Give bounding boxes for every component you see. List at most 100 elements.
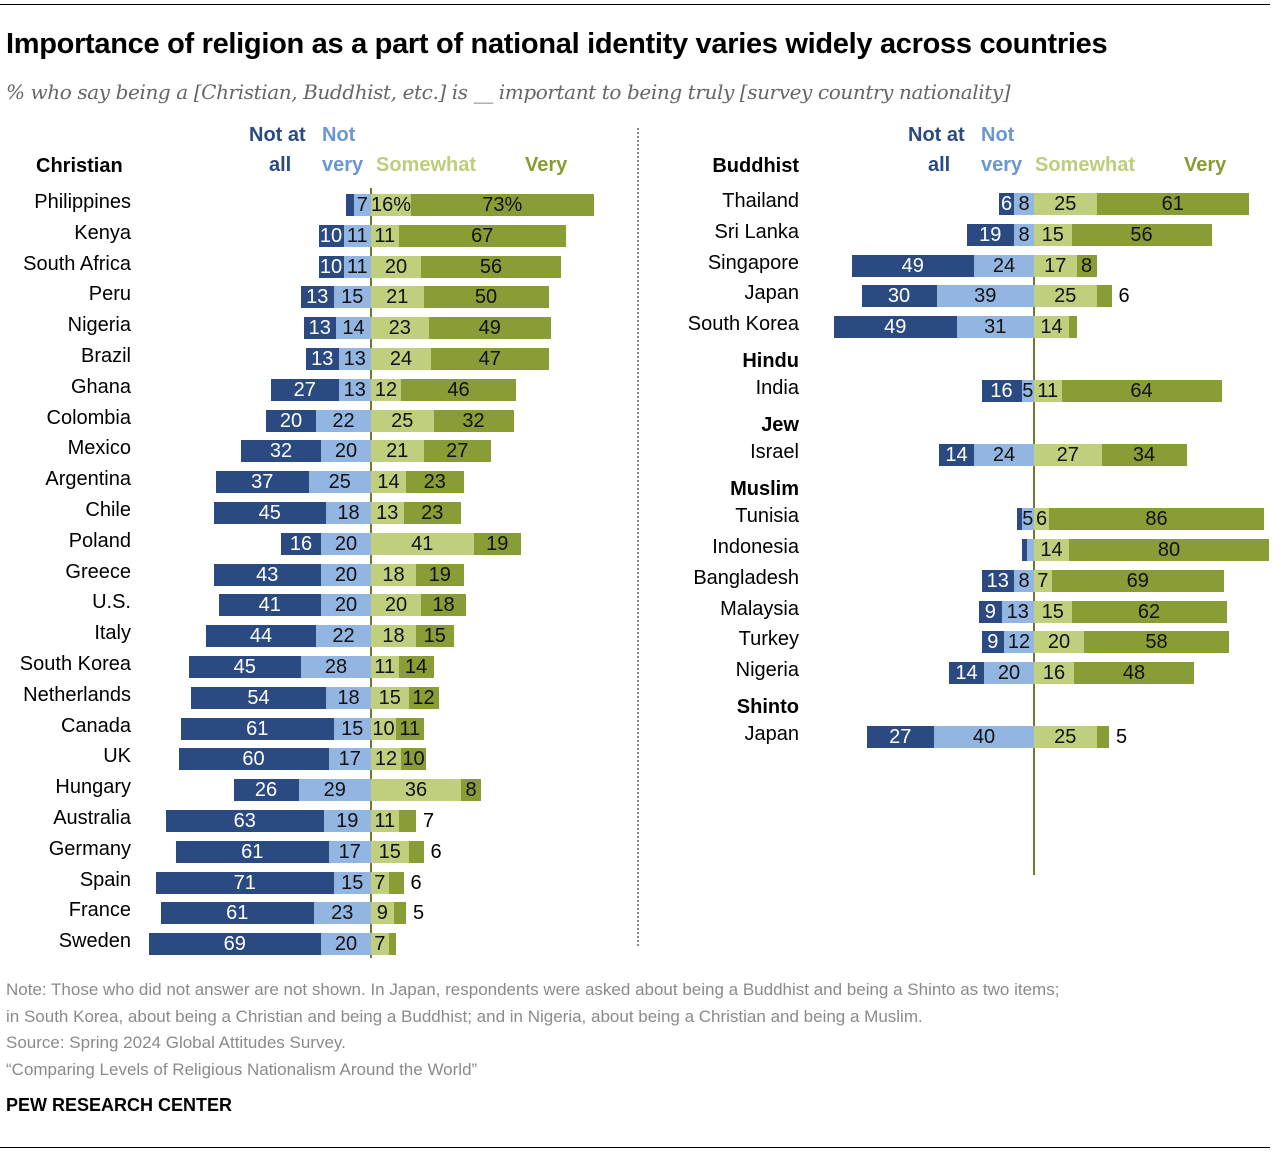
bar-segment-not-very: 12 <box>1004 631 1034 654</box>
bar-segment-not-at-all: 16 <box>981 380 1022 403</box>
bar-segment-not-at-all: 61 <box>181 717 334 740</box>
legend-not-at-all-line2: all <box>269 154 292 176</box>
country-label: U.S. <box>92 591 131 614</box>
data-label-very: 7 <box>423 810 435 832</box>
bar-segment-not-very: 22 <box>316 625 371 648</box>
country-label: Kenya <box>74 221 131 244</box>
bar-segment-not-at-all: 13 <box>303 317 336 340</box>
bar-segment-somewhat: 11 <box>371 810 399 832</box>
bar-segment-somewhat: 20 <box>1034 631 1084 654</box>
bar-segment-very: 23 <box>403 502 461 524</box>
bar-segment-not-at-all: 16 <box>281 532 321 555</box>
country-label: South Korea <box>687 313 799 336</box>
bar-segment-not-very: 28 <box>301 656 371 678</box>
bar-segment-not-at-all <box>1016 508 1022 531</box>
bar-segment-very: 8 <box>1076 254 1097 277</box>
bar-segment-not-very: 17 <box>328 748 371 771</box>
country-label: Hungary <box>55 776 131 799</box>
bar-segment-very: 58 <box>1084 631 1229 654</box>
data-label-very: 5 <box>413 902 425 925</box>
bar-segment-not-at-all: 14 <box>939 444 974 467</box>
bar-segment-somewhat: 7 <box>371 871 389 894</box>
bar-segment-not-at-all: 60 <box>178 748 329 771</box>
bar-segment-somewhat: 20 <box>371 255 421 278</box>
bar-segment-somewhat: 21 <box>371 440 424 463</box>
bar-segment-somewhat: 27 <box>1034 444 1102 467</box>
bar-segment-not-very: 39 <box>936 285 1034 308</box>
bar-segment-very: 80 <box>1069 539 1269 561</box>
bar-segment-somewhat: 25 <box>1034 285 1097 308</box>
bar-segment-not-very: 20 <box>984 662 1034 685</box>
bar-segment-not-very: 19 <box>323 810 371 832</box>
bar-segment-very <box>398 810 416 832</box>
bar-segment-very: 49 <box>428 317 551 340</box>
bar-segment-somewhat: 10 <box>371 717 396 740</box>
bar-segment-somewhat: 14 <box>1034 316 1069 339</box>
bar-segment-very: 23 <box>406 471 464 494</box>
bar-segment-not-very: 11 <box>343 224 371 247</box>
top-rule <box>0 4 1270 5</box>
bar-segment-not-at-all: 9 <box>981 631 1004 654</box>
bar-segment-somewhat: 12 <box>371 748 401 771</box>
bar-segment-very <box>393 902 406 925</box>
country-label: Colombia <box>46 406 131 429</box>
bar-segment-somewhat: 18 <box>371 563 416 586</box>
chart-title: Importance of religion as a part of nati… <box>6 28 1108 60</box>
bar-segment-not-very: 8 <box>1014 223 1034 246</box>
bar-segment-not-at-all: 71 <box>156 871 334 894</box>
country-label: Brazil <box>80 345 131 367</box>
bar-segment-not-at-all: 27 <box>271 378 339 401</box>
country-label: Bangladesh <box>693 566 799 589</box>
bar-segment-very <box>388 871 404 894</box>
bar-segment-very <box>1096 726 1109 749</box>
country-label: Italy <box>94 622 131 645</box>
bar-segment-somewhat: 18 <box>371 625 416 648</box>
bar-segment-very <box>1096 285 1112 308</box>
bar-segment-not-at-all: 37 <box>216 471 309 494</box>
bar-segment-very: 56 <box>421 255 561 278</box>
bar-segment-not-very: 13 <box>338 348 371 370</box>
country-label: Greece <box>65 560 131 583</box>
bar-segment-somewhat: 7 <box>371 933 389 956</box>
country-label: Nigeria <box>67 314 131 337</box>
bar-segment-not-very: 15 <box>333 871 371 894</box>
group-header-christian: Christian <box>36 155 123 177</box>
bar-segment-somewhat: 23 <box>371 317 429 340</box>
bar-segment-not-at-all: 19 <box>966 223 1014 246</box>
bar-segment-not-at-all: 69 <box>148 933 321 956</box>
bar-segment-somewhat: 25 <box>1034 193 1097 215</box>
legend-not-very-line2: very <box>322 154 364 176</box>
bar-segment-somewhat: 25 <box>371 409 434 432</box>
bar-segment-somewhat: 15 <box>371 686 409 709</box>
country-label: Germany <box>48 837 131 860</box>
bar-segment-somewhat: 14 <box>1034 539 1069 561</box>
bar-segment-not-very <box>1026 539 1034 561</box>
bar-segment-somewhat: 6 <box>1034 508 1049 531</box>
legend-very-right: Very <box>1184 154 1227 176</box>
bar-segment-not-at-all: 13 <box>306 348 339 370</box>
bar-segment-not-at-all: 26 <box>233 779 299 802</box>
legend-somewhat: Somewhat <box>376 154 477 176</box>
bar-segment-very: 48 <box>1074 662 1194 685</box>
bar-segment-not-at-all: 54 <box>191 686 326 709</box>
bar-segment-somewhat: 17 <box>1034 254 1077 277</box>
country-label: UK <box>103 745 131 768</box>
bar-segment-very: 19 <box>416 563 464 586</box>
bar-segment-not-very: 22 <box>316 409 371 432</box>
country-label: Netherlands <box>23 683 131 706</box>
bar-segment-not-very: 13 <box>1001 600 1034 623</box>
bar-segment-not-very: 5 <box>1021 508 1034 531</box>
bar-segment-not-at-all <box>346 194 354 216</box>
bar-segment-not-very: 29 <box>298 779 371 802</box>
legend-very: Very <box>525 154 568 176</box>
bar-segment-not-at-all: 13 <box>981 569 1014 592</box>
country-label: Japan <box>744 723 800 746</box>
group-header-hindu: Hindu <box>742 350 799 373</box>
country-label: Philippines <box>34 191 131 213</box>
bar-segment-somewhat: 13 <box>371 502 404 524</box>
data-label-very: 6 <box>410 871 422 894</box>
legend-somewhat-right: Somewhat <box>1035 154 1136 176</box>
panel-divider <box>637 128 639 946</box>
bar-segment-very: 18 <box>421 594 466 617</box>
footer-notes: Note: Those who did not answer are not s… <box>6 977 1059 1083</box>
